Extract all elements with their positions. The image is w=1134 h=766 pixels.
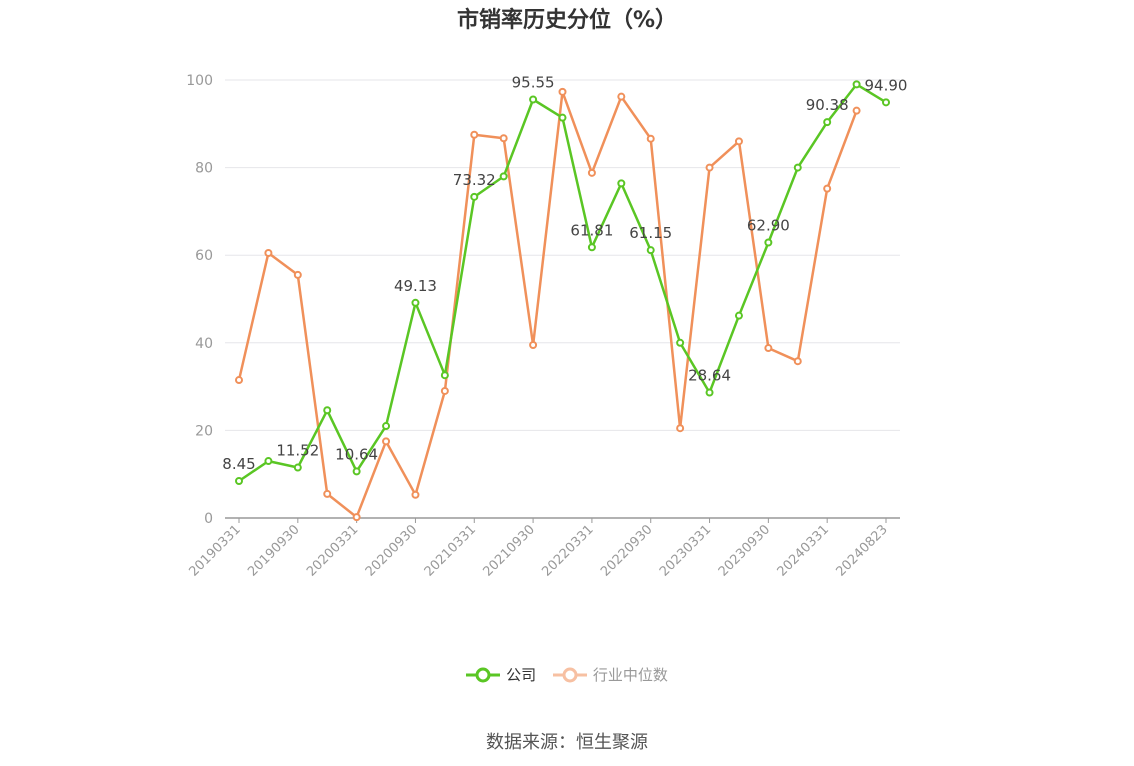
data-point-industry	[235, 376, 243, 385]
x-tick-label: 20190930	[245, 522, 302, 579]
data-point-company	[382, 422, 391, 431]
x-tick-label: 20200930	[363, 522, 420, 579]
data-labels: 8.45 11.52 10.64 49.13 73.32 95.55 61.81 61.15 2…	[222, 73, 907, 472]
x-tick-label: 20230930	[716, 522, 773, 579]
data-point-industry	[823, 184, 832, 193]
x-tick-label: 20190331	[186, 522, 243, 579]
data-point-industry	[411, 490, 420, 499]
data-point-industry	[617, 92, 626, 101]
data-point-industry	[440, 386, 449, 395]
x-tick-label: 20240331	[775, 522, 832, 579]
data-point-company	[352, 467, 361, 476]
data-point-company	[676, 338, 685, 347]
data-label: 28.64	[688, 367, 731, 385]
legend-company-marker	[466, 667, 501, 682]
y-axis-ticks: 0 20 40 60 80 100	[186, 73, 213, 527]
data-point-company	[734, 311, 743, 320]
y-tick-label: 80	[195, 161, 213, 177]
data-label: 94.90	[865, 76, 908, 94]
chart-title: 市销率历史分位（%）	[456, 8, 678, 33]
data-label: 8.45	[222, 455, 255, 473]
x-tick-label: 20210331	[422, 522, 479, 579]
data-label: 73.32	[453, 171, 496, 189]
data-point-company	[764, 238, 773, 247]
legend-item-company[interactable]: 公司	[466, 664, 536, 685]
data-label: 11.52	[276, 442, 319, 460]
data-label: 61.81	[570, 221, 613, 239]
grid-lines	[225, 79, 900, 431]
data-label: 62.90	[747, 216, 790, 234]
data-point-company	[411, 298, 420, 307]
legend-industry-label: 行业中位数	[592, 666, 668, 684]
data-point-industry	[676, 424, 685, 433]
y-tick-label: 100	[186, 73, 213, 89]
x-axis: 20190331 20190930 20200331 20200930 20210331…	[186, 517, 900, 580]
y-tick-label: 0	[204, 511, 213, 527]
x-tick-label: 20200331	[304, 522, 361, 579]
data-point-company	[529, 95, 538, 104]
data-point-industry	[264, 249, 273, 258]
data-point-industry	[587, 168, 596, 177]
data-point-company	[235, 476, 243, 485]
data-point-company	[705, 388, 714, 397]
data-point-industry	[558, 87, 567, 96]
series-line-company	[238, 83, 887, 483]
data-point-company	[793, 163, 802, 172]
data-point-company	[852, 80, 861, 89]
x-tick-label: 20220930	[598, 522, 655, 579]
data-point-company	[323, 406, 332, 415]
data-label: 90.38	[806, 96, 849, 114]
series-line-industry	[237, 90, 858, 519]
data-point-company	[470, 192, 479, 201]
data-point-industry	[734, 137, 743, 146]
data-point-company	[293, 463, 302, 472]
y-tick-label: 40	[195, 336, 213, 352]
x-tick-label: 20220331	[539, 522, 596, 579]
legend-item-industry[interactable]: 行业中位数	[552, 664, 668, 685]
data-label: 61.15	[629, 224, 672, 242]
data-point-industry	[793, 357, 802, 366]
legend: 公司 行业中位数	[0, 664, 1134, 687]
data-point-company	[882, 98, 890, 107]
legend-company-label: 公司	[506, 666, 537, 684]
data-point-industry	[382, 437, 391, 446]
data-point-industry	[499, 134, 508, 143]
data-point-industry	[323, 489, 332, 498]
data-point-industry	[352, 513, 361, 522]
data-point-company	[558, 113, 567, 122]
data-point-company	[646, 246, 655, 255]
data-point-industry	[764, 344, 773, 353]
data-point-company	[264, 457, 273, 466]
series-lines	[235, 80, 890, 522]
data-point-industry	[705, 163, 714, 172]
data-point-industry	[529, 340, 538, 349]
x-tick-label: 20210930	[481, 522, 538, 579]
legend-industry-marker	[552, 667, 587, 682]
data-point-industry	[646, 134, 655, 143]
x-tick-label: 20240823	[833, 522, 890, 579]
data-label: 95.55	[512, 73, 555, 91]
data-point-industry	[470, 130, 479, 139]
data-point-industry	[852, 106, 861, 115]
y-tick-label: 20	[195, 423, 213, 439]
data-point-company	[440, 371, 449, 380]
data-point-company	[823, 118, 832, 127]
data-point-company	[587, 243, 596, 252]
data-point-company	[499, 172, 508, 181]
y-tick-label: 60	[195, 248, 213, 264]
data-point-industry	[293, 270, 302, 279]
data-point-company	[617, 179, 626, 188]
data-label: 49.13	[394, 277, 437, 295]
x-tick-label: 20230331	[657, 522, 714, 579]
data-label: 10.64	[335, 445, 378, 463]
source-note: 数据来源：恒生聚源	[486, 732, 648, 753]
